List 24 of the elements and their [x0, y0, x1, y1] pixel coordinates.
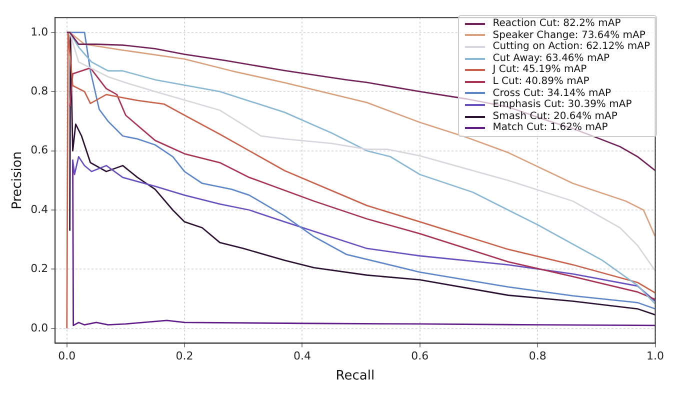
y-tick-label: 1.0 [30, 25, 48, 38]
legend-label: Match Cut: 1.62% mAP [492, 122, 608, 134]
y-axis-title: Precision [10, 151, 26, 210]
x-axis-title: Recall [336, 368, 375, 384]
legend-label: Speaker Change: 73.64% mAP [492, 30, 646, 41]
legend-label: Reaction Cut: 82.2% mAP [492, 18, 621, 30]
legend-label: Cross Cut: 34.14% mAP [492, 88, 612, 99]
x-tick-label: 0.4 [293, 350, 311, 363]
x-tick-label: 1.0 [646, 350, 664, 363]
legend-label: J Cut: 45.19% mAP [492, 64, 587, 76]
y-tick-label: 0.8 [30, 84, 48, 98]
x-tick-label: 0.6 [411, 350, 429, 363]
legend-label: Emphasis Cut: 30.39% mAP [492, 99, 632, 111]
y-tick-label: 0.4 [30, 202, 48, 216]
legend-label: Cut Away: 63.46% mAP [492, 52, 610, 64]
x-tick-label: 0.0 [58, 350, 76, 363]
x-tick-label: 0.2 [176, 350, 194, 363]
legend-label: Cutting on Action: 62.12% mAP [492, 41, 650, 53]
y-tick-label: 0.0 [30, 321, 48, 334]
y-tick-label: 0.6 [30, 144, 48, 157]
y-tick-label: 0.2 [30, 262, 48, 276]
legend-label: L Cut: 40.89% mAP [492, 76, 590, 88]
legend-label: Smash Cut: 20.64% mAP [492, 110, 618, 122]
x-tick-label: 0.8 [528, 350, 546, 363]
